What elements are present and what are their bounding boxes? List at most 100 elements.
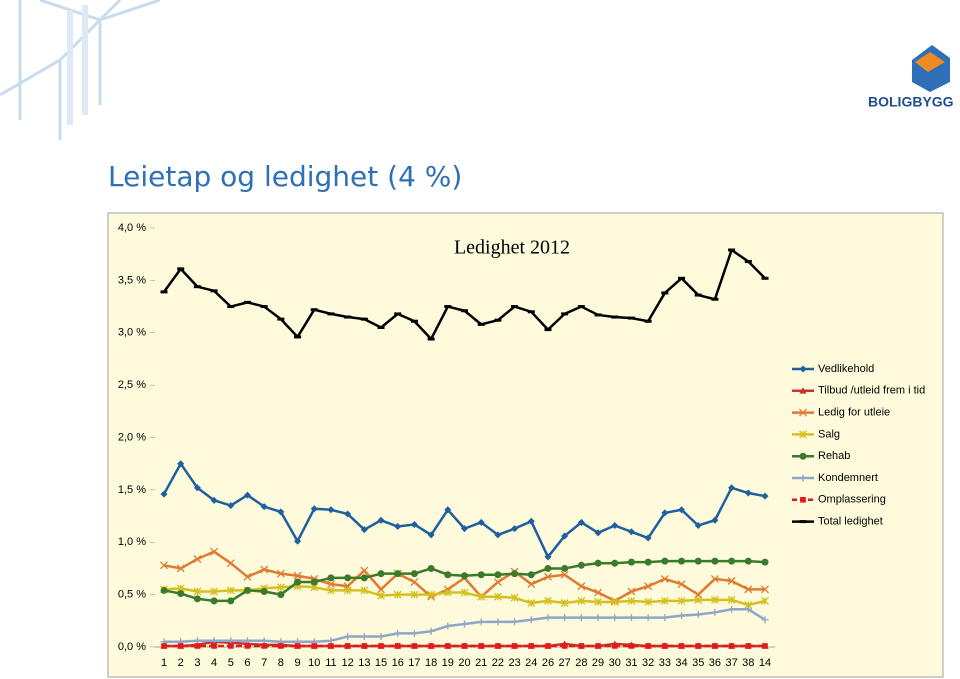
marker — [226, 586, 235, 595]
marker — [193, 595, 201, 603]
marker — [243, 572, 252, 581]
marker — [443, 588, 452, 597]
legend-label: Rehab — [818, 450, 850, 462]
marker — [544, 553, 552, 561]
marker — [377, 633, 385, 641]
marker — [544, 596, 552, 605]
x-tick-label: 18 — [425, 657, 437, 669]
marker — [326, 586, 335, 595]
slide-title: Leietap og ledighet (4 %) — [108, 160, 462, 193]
marker — [728, 605, 736, 613]
marker — [728, 557, 736, 565]
series — [160, 605, 769, 646]
marker — [561, 614, 569, 622]
marker — [527, 599, 536, 607]
marker — [410, 520, 418, 528]
x-tick-label: 10 — [308, 657, 320, 669]
marker — [493, 592, 502, 601]
x-tick-label: 31 — [625, 657, 637, 669]
marker — [326, 580, 335, 589]
x-tick-label: 3 — [194, 657, 200, 669]
marker — [394, 523, 402, 531]
marker — [243, 586, 251, 594]
y-tick-label: 2,0 % — [118, 431, 146, 443]
x-tick-label: 23 — [508, 657, 520, 669]
marker — [628, 643, 635, 649]
marker — [627, 614, 635, 622]
marker — [494, 618, 502, 626]
x-tick-label: 30 — [609, 657, 621, 669]
marker — [799, 387, 807, 394]
marker — [594, 529, 602, 537]
marker — [678, 557, 686, 565]
marker — [210, 637, 218, 645]
series — [160, 248, 769, 341]
marker — [544, 572, 552, 581]
marker — [711, 557, 719, 565]
x-tick-label: 26 — [542, 657, 554, 669]
marker — [644, 582, 653, 591]
marker — [477, 592, 486, 601]
marker — [394, 629, 402, 637]
marker — [428, 643, 434, 649]
marker — [527, 580, 536, 589]
marker — [577, 582, 586, 591]
marker — [327, 574, 335, 582]
marker — [761, 558, 769, 566]
marker — [761, 492, 769, 500]
x-tick-label: 11 — [325, 657, 336, 669]
x-tick-label: 35 — [692, 657, 704, 669]
marker — [177, 460, 185, 468]
marker — [799, 474, 807, 482]
marker — [727, 577, 736, 585]
x-tick-label: 20 — [458, 657, 470, 669]
marker — [410, 570, 418, 578]
marker — [461, 572, 468, 580]
marker — [193, 484, 201, 492]
marker — [210, 496, 218, 504]
marker — [545, 643, 551, 649]
x-tick-label: 34 — [675, 657, 687, 669]
marker — [427, 627, 435, 635]
marker — [327, 637, 335, 645]
marker — [344, 574, 352, 582]
marker — [761, 616, 769, 624]
marker — [511, 643, 518, 649]
marker — [711, 608, 719, 616]
marker — [360, 566, 369, 575]
marker — [595, 643, 601, 649]
marker — [244, 643, 251, 649]
marker — [160, 490, 168, 498]
logo-icon — [912, 45, 950, 92]
marker — [227, 637, 235, 645]
marker — [210, 597, 218, 605]
marker — [661, 614, 669, 622]
marker — [594, 614, 602, 622]
legend-label: Total ledighet — [818, 516, 883, 528]
logo-roof — [915, 52, 945, 72]
marker — [410, 629, 418, 637]
marker — [561, 532, 569, 540]
marker — [427, 531, 435, 539]
series — [160, 557, 769, 605]
marker — [276, 569, 285, 578]
marker — [260, 503, 268, 511]
marker — [577, 614, 585, 622]
marker — [410, 578, 419, 587]
marker — [344, 510, 352, 518]
x-tick-label: 32 — [642, 657, 654, 669]
marker — [294, 578, 302, 586]
marker — [427, 564, 435, 572]
marker — [361, 643, 368, 649]
marker — [694, 557, 702, 565]
marker — [678, 643, 685, 649]
marker — [344, 633, 352, 641]
marker — [378, 643, 384, 649]
marker — [544, 564, 552, 572]
marker — [260, 587, 268, 595]
decoration — [0, 0, 161, 140]
x-tick-label: 37 — [725, 657, 737, 669]
y-tick-label: 3,0 % — [118, 327, 146, 339]
deco-lines — [0, 0, 161, 140]
